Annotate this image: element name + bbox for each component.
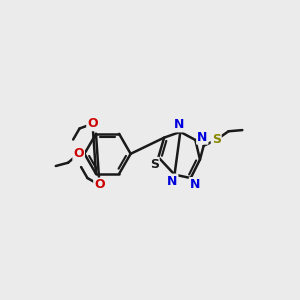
Text: N: N <box>197 131 207 144</box>
Text: N: N <box>167 175 177 188</box>
Text: O: O <box>74 147 84 160</box>
Text: N: N <box>174 118 184 131</box>
Text: N: N <box>190 178 200 191</box>
Text: S: S <box>150 158 159 171</box>
Text: O: O <box>87 117 98 130</box>
Text: S: S <box>212 134 221 146</box>
Text: O: O <box>94 178 105 191</box>
